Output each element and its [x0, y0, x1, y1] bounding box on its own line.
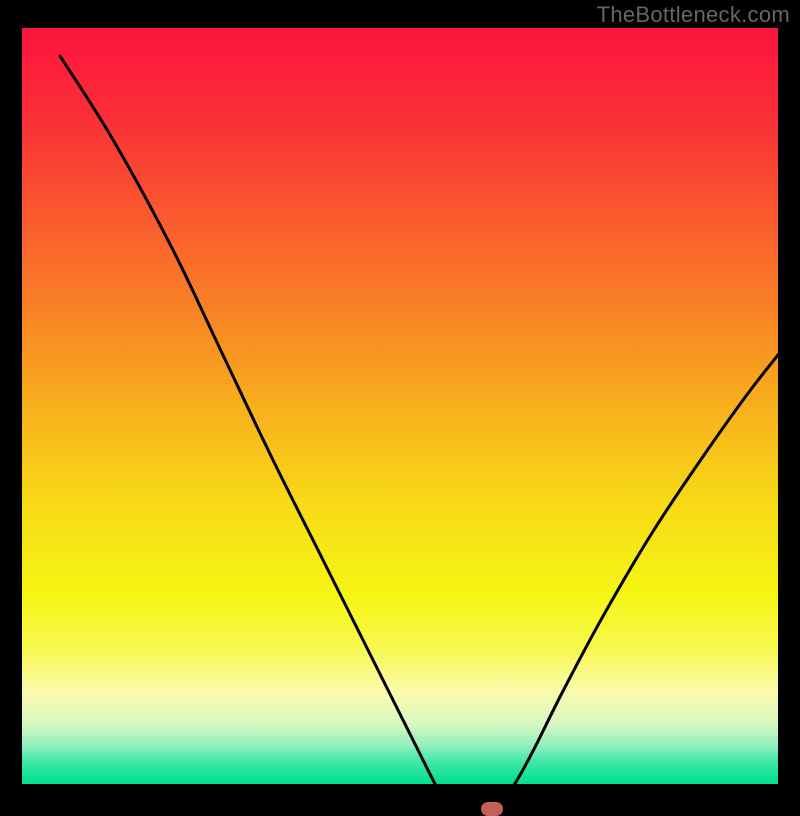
minimum-marker: [481, 802, 503, 816]
chart-frame: [22, 28, 778, 784]
watermark-text: TheBottleneck.com: [597, 2, 790, 28]
bottleneck-curve: [22, 28, 778, 784]
